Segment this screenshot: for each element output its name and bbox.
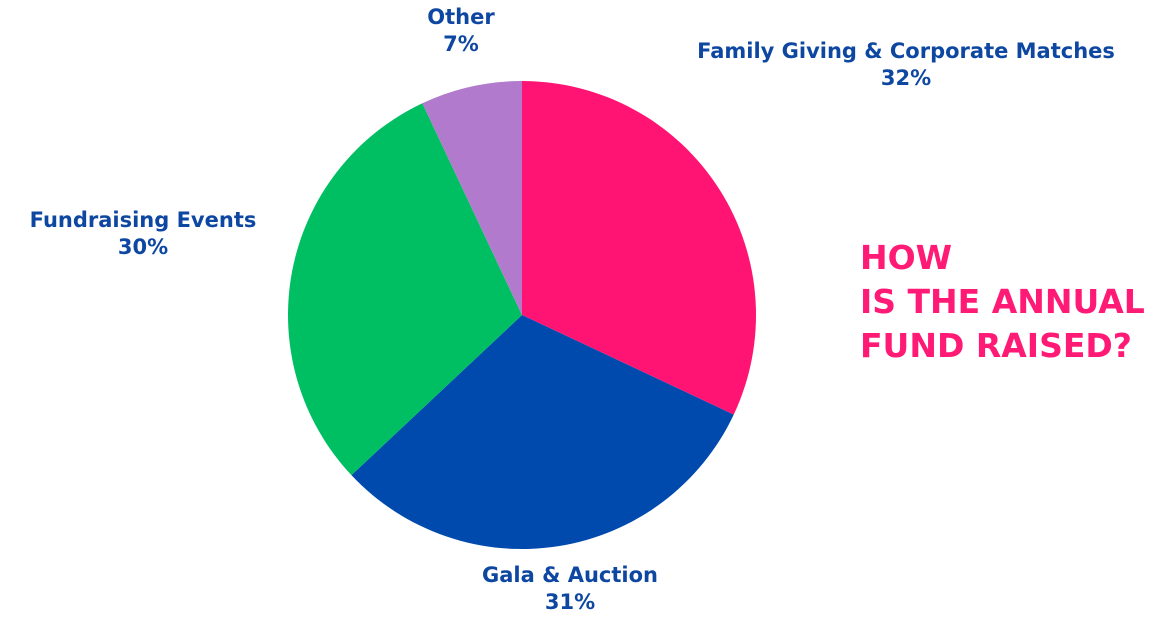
slice-label-gala: Gala & Auction 31% bbox=[482, 562, 658, 616]
chart-headline: HOW IS THE ANNUAL FUND RAISED? bbox=[860, 236, 1145, 368]
pie-slice-fundraising-events bbox=[288, 103, 522, 476]
slice-label-family-giving-value: 32% bbox=[880, 66, 932, 90]
slice-label-other-value: 7% bbox=[443, 32, 479, 56]
pie-slice-other bbox=[422, 81, 522, 315]
slice-label-gala-name: Gala & Auction bbox=[482, 563, 658, 587]
slice-label-family-giving-name: Family Giving & Corporate Matches bbox=[697, 39, 1115, 63]
headline-line-2: IS THE ANNUAL bbox=[860, 282, 1145, 321]
slice-label-other-name: Other bbox=[427, 5, 495, 29]
slice-label-fundraising-events-value: 30% bbox=[117, 235, 169, 259]
pie-slice-family-giving bbox=[522, 81, 757, 415]
headline-line-1: HOW bbox=[860, 238, 953, 277]
slice-label-fundraising-events: Fundraising Events 30% bbox=[30, 207, 257, 261]
slice-label-other: Other 7% bbox=[427, 4, 494, 58]
pie-slice-gala-auction bbox=[351, 315, 734, 549]
headline-line-3: FUND RAISED? bbox=[860, 326, 1132, 365]
slice-label-family-giving: Family Giving & Corporate Matches 32% bbox=[697, 38, 1115, 92]
slice-label-gala-value: 31% bbox=[544, 590, 596, 614]
slice-label-fundraising-events-name: Fundraising Events bbox=[29, 208, 257, 232]
